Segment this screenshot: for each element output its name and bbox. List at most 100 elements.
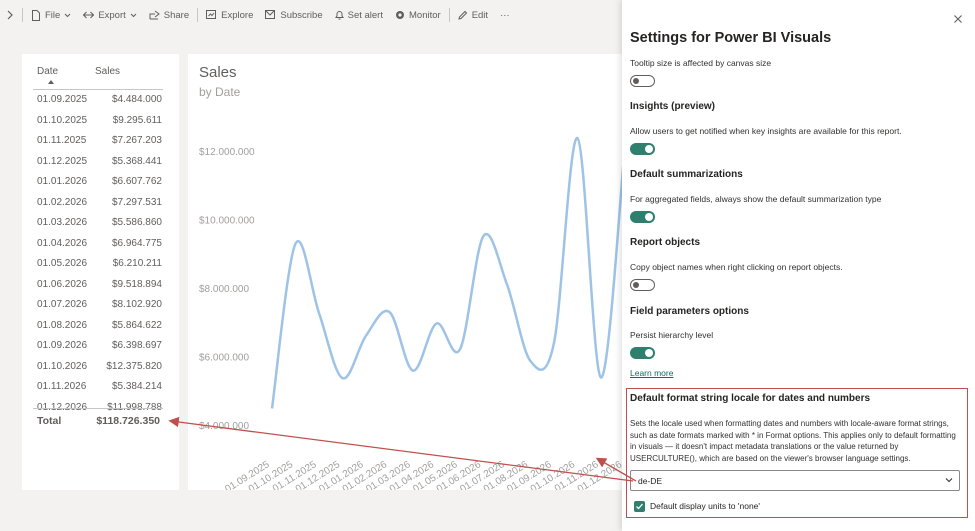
sales-cell: $6.398.697 xyxy=(111,340,162,351)
sales-cell: $11.998.788 xyxy=(107,401,162,413)
column-header-sales[interactable]: Sales xyxy=(95,66,121,77)
date-cell: 01.09.2025 xyxy=(37,94,88,105)
chevron-down-icon xyxy=(945,478,953,483)
file-menu-button[interactable]: File xyxy=(25,0,77,30)
sales-series-line[interactable] xyxy=(270,136,622,409)
expand-pane-button[interactable] xyxy=(0,0,20,30)
date-cell: 01.09.2026 xyxy=(37,340,88,351)
persist-hierarchy-toggle[interactable] xyxy=(630,347,655,359)
summarizations-text: For aggregated fields, always show the d… xyxy=(630,194,882,204)
edit-button[interactable]: Edit xyxy=(452,0,494,30)
date-cell: 01.07.2026 xyxy=(37,299,88,310)
sales-cell: $9.518.894 xyxy=(111,278,162,290)
column-header-date[interactable]: Date xyxy=(37,66,59,77)
summarizations-heading: Default summarizations xyxy=(630,169,743,180)
divider xyxy=(22,8,23,22)
sales-cell: $5.368.441 xyxy=(111,155,162,167)
table-total-row: Total $118.726.350 xyxy=(33,408,163,430)
table-row[interactable]: 01.12.2025 $5.368.441 xyxy=(37,152,162,172)
field-parameters-heading: Field parameters options xyxy=(630,306,749,317)
sales-cell: $5.384.214 xyxy=(111,381,162,392)
sales-cell: $6.210.211 xyxy=(112,258,162,269)
date-cell: 01.11.2025 xyxy=(37,135,87,146)
subscribe-label: Subscribe xyxy=(280,9,323,21)
share-button[interactable]: Share xyxy=(143,0,195,30)
display-units-label: Default display units to 'none' xyxy=(650,501,761,511)
checkmark-icon xyxy=(636,503,643,509)
date-cell: 01.01.2026 xyxy=(37,176,88,187)
explore-icon xyxy=(206,10,217,19)
export-menu-button[interactable]: Export xyxy=(77,0,142,30)
ellipsis-icon: ··· xyxy=(500,9,510,21)
monitor-label: Monitor xyxy=(409,9,441,21)
report-objects-toggle[interactable] xyxy=(630,279,655,291)
tooltip-size-toggle[interactable] xyxy=(630,75,655,87)
share-icon xyxy=(149,10,160,20)
table-row[interactable]: 01.05.2026 $6.210.211 xyxy=(37,254,162,274)
date-cell: 01.12.2025 xyxy=(37,155,88,167)
table-row[interactable]: 01.01.2026 $6.607.762 xyxy=(37,172,162,192)
learn-more-link[interactable]: Learn more xyxy=(630,368,674,378)
sales-cell: $7.267.203 xyxy=(111,135,162,146)
table-row[interactable]: 01.09.2026 $6.398.697 xyxy=(37,336,162,356)
date-cell: 01.06.2026 xyxy=(37,278,88,290)
y-tick-label: $12.000.000 xyxy=(199,147,255,158)
panel-title: Settings for Power BI Visuals xyxy=(630,30,832,46)
date-cell: 01.08.2026 xyxy=(37,319,88,331)
pencil-icon xyxy=(458,10,467,20)
chevron-down-icon xyxy=(64,13,71,17)
date-cell: 01.04.2026 xyxy=(37,237,88,249)
divider xyxy=(197,8,199,22)
monitor-button[interactable]: Monitor xyxy=(389,0,447,30)
sort-ascending-icon xyxy=(48,80,54,84)
file-label: File xyxy=(45,9,61,21)
table-header: Date Sales xyxy=(33,66,163,90)
table-row[interactable]: 01.03.2026 $5.586.860 xyxy=(37,213,162,233)
table-row[interactable]: 01.09.2025 $4.484.000 xyxy=(37,90,162,110)
table-row[interactable]: 01.12.2026 $11.998.788 xyxy=(37,398,162,418)
insights-toggle[interactable] xyxy=(630,143,655,155)
chevron-right-icon xyxy=(7,10,13,20)
table-row[interactable]: 01.08.2026 $5.864.622 xyxy=(37,316,162,336)
table-row[interactable]: 01.11.2026 $5.384.214 xyxy=(37,377,162,397)
table-row[interactable]: 01.06.2026 $9.518.894 xyxy=(37,275,162,295)
insights-text: Allow users to get notified when key ins… xyxy=(630,126,902,136)
set-alert-label: Set alert xyxy=(347,9,383,21)
explore-label: Explore xyxy=(221,9,254,21)
display-units-checkbox[interactable] xyxy=(634,500,645,512)
y-tick-label: $10.000.000 xyxy=(199,216,255,227)
date-cell: 01.10.2026 xyxy=(37,360,88,372)
date-cell: 01.12.2026 xyxy=(37,401,88,413)
persist-hierarchy-text: Persist hierarchy level xyxy=(630,330,714,340)
sales-cell: $9.295.611 xyxy=(112,114,162,126)
table-row[interactable]: 01.04.2026 $6.964.775 xyxy=(37,234,162,254)
summarizations-toggle[interactable] xyxy=(630,211,655,223)
close-icon[interactable] xyxy=(951,12,965,26)
export-icon xyxy=(83,11,95,19)
monitor-icon xyxy=(396,11,404,19)
locale-dropdown[interactable]: de-DE xyxy=(630,470,960,491)
sales-line-chart-visual[interactable]: Sales by Date $4.000.000 $6.000.000 $8.000… xyxy=(188,54,622,490)
subscribe-button[interactable]: Subscribe xyxy=(259,0,328,30)
export-label: Export xyxy=(98,9,126,21)
table-row[interactable]: 01.10.2026 $12.375.820 xyxy=(37,357,162,377)
more-options-button[interactable]: ··· xyxy=(494,0,516,30)
table-row[interactable]: 01.10.2025 $9.295.611 xyxy=(37,111,162,131)
chart-title: Sales xyxy=(199,64,237,81)
file-icon xyxy=(32,9,40,21)
total-label: Total xyxy=(37,415,62,427)
y-tick-label: $8.000.000 xyxy=(199,284,249,295)
bell-icon xyxy=(334,11,344,20)
table-row[interactable]: 01.02.2026 $7.297.531 xyxy=(37,193,162,213)
date-cell: 01.11.2026 xyxy=(37,381,87,392)
set-alert-button[interactable]: Set alert xyxy=(329,0,389,30)
y-tick-label: $4.000.000 xyxy=(199,421,249,432)
sales-table-visual[interactable]: Date Sales 01.09.2025 $4.484.000 01.10.202… xyxy=(22,54,179,490)
display-units-checkbox-row[interactable]: Default display units to 'none' xyxy=(634,500,760,512)
table-row[interactable]: 01.11.2025 $7.267.203 xyxy=(37,131,162,151)
table-row[interactable]: 01.07.2026 $8.102.920 xyxy=(37,295,162,315)
explore-button[interactable]: Explore xyxy=(200,0,259,30)
report-objects-text: Copy object names when right clicking on… xyxy=(630,262,843,272)
sales-cell: $6.607.762 xyxy=(111,176,162,187)
edit-label: Edit xyxy=(471,9,489,21)
